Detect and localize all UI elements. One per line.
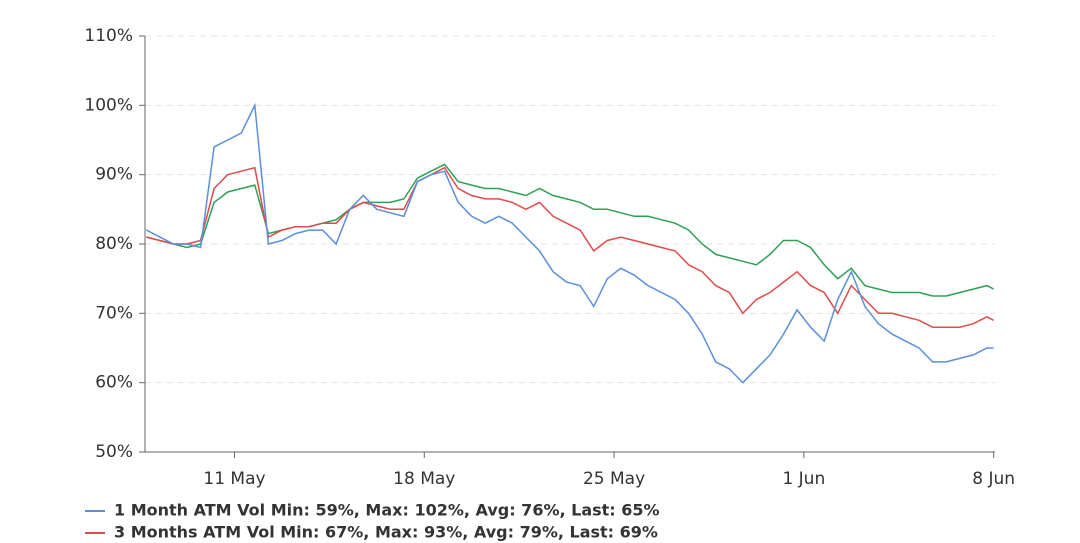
y-tick-label: 100% [84,95,133,115]
x-tick-label: 1 Jun [782,469,825,489]
series-line [146,166,994,328]
y-tick-label: 80% [95,234,133,254]
y-tick-label: 60% [95,373,133,393]
y-tick-label: 110% [84,26,133,46]
legend-label: 3 Months ATM Vol Min: 67%, Max: 93%, Avg… [114,523,658,542]
x-tick-label: 18 May [393,469,455,489]
y-tick-label: 70% [95,303,133,323]
series-line [146,102,994,384]
series-line [146,163,994,297]
x-tick-label: 11 May [203,469,265,489]
x-tick-label: 25 May [583,469,645,489]
x-tick-label: 8 Jun [972,469,1015,489]
y-tick-label: 50% [95,442,133,462]
y-tick-label: 90% [95,165,133,185]
legend-label: 1 Month ATM Vol Min: 59%, Max: 102%, Avg… [114,501,660,520]
